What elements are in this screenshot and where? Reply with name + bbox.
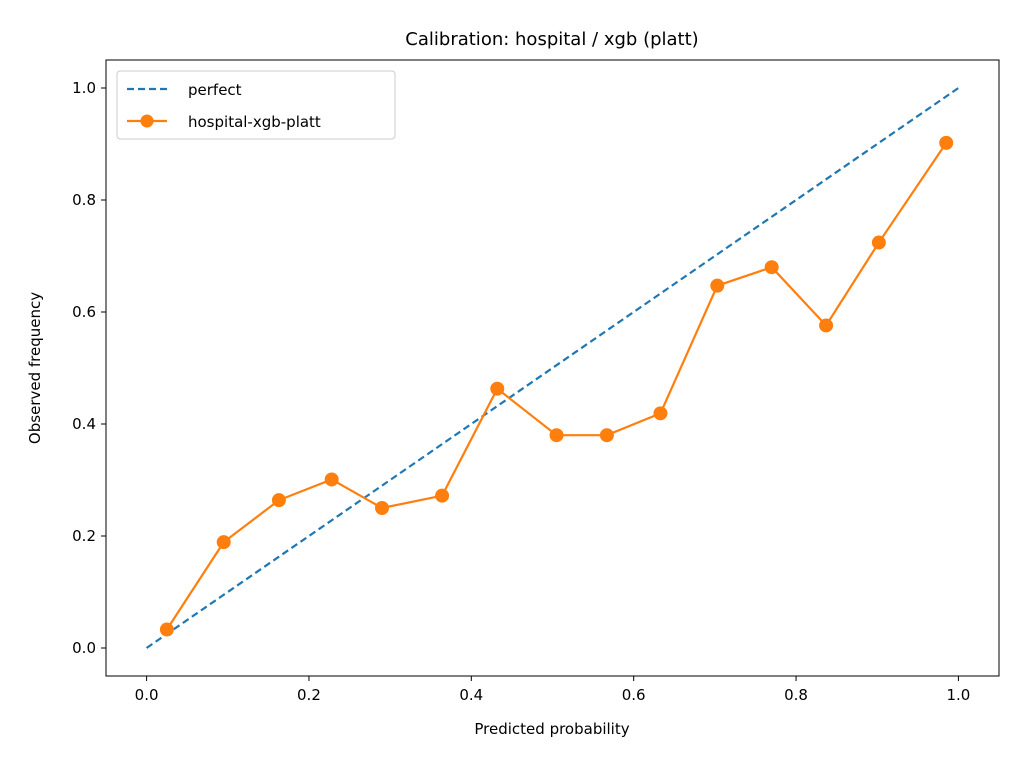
y-tick-label: 0.8	[72, 191, 96, 209]
chart-title: Calibration: hospital / xgb (platt)	[405, 29, 698, 50]
y-tick-label: 0.4	[72, 415, 96, 433]
x-tick-label: 0.2	[297, 686, 321, 704]
data-point	[159, 622, 174, 637]
data-point	[764, 260, 779, 275]
data-point	[324, 472, 339, 487]
data-point	[710, 278, 725, 293]
legend-label: perfect	[188, 81, 242, 99]
data-point	[939, 135, 954, 150]
legend-label: hospital-xgb-platt	[188, 113, 321, 131]
legend-box	[116, 70, 396, 140]
data-point	[599, 428, 614, 443]
y-axis-label: Observed frequency	[26, 292, 44, 444]
data-point	[490, 381, 505, 396]
legend-marker	[140, 114, 154, 128]
legend: perfect hospital-xgb-platt	[116, 70, 396, 140]
x-tick-label: 1.0	[946, 686, 970, 704]
x-tick-label: 0.6	[622, 686, 646, 704]
y-tick-label: 0.6	[72, 303, 96, 321]
data-point	[871, 235, 886, 250]
y-tick-label: 0.0	[72, 639, 96, 657]
data-point	[819, 318, 834, 333]
data-point	[435, 488, 450, 503]
data-layer	[145, 87, 960, 649]
data-point	[375, 501, 390, 515]
data-point	[653, 406, 668, 421]
x-axis-label: Predicted probability	[474, 720, 629, 738]
x-tick-label: 0.0	[135, 686, 159, 704]
y-tick-label: 0.2	[72, 527, 96, 545]
data-point	[271, 493, 286, 508]
ticks-layer: 0.0 0.2 0.4 0.6 0.8 1.0 0.0 0.2 0.4 0.6 0.8 1.0	[72, 79, 970, 704]
data-point	[216, 535, 231, 550]
x-tick-label: 0.8	[784, 686, 808, 704]
data-point	[549, 428, 564, 443]
x-tick-label: 0.4	[459, 686, 483, 704]
plot-frame	[105, 59, 1000, 677]
y-tick-label: 1.0	[72, 79, 96, 97]
